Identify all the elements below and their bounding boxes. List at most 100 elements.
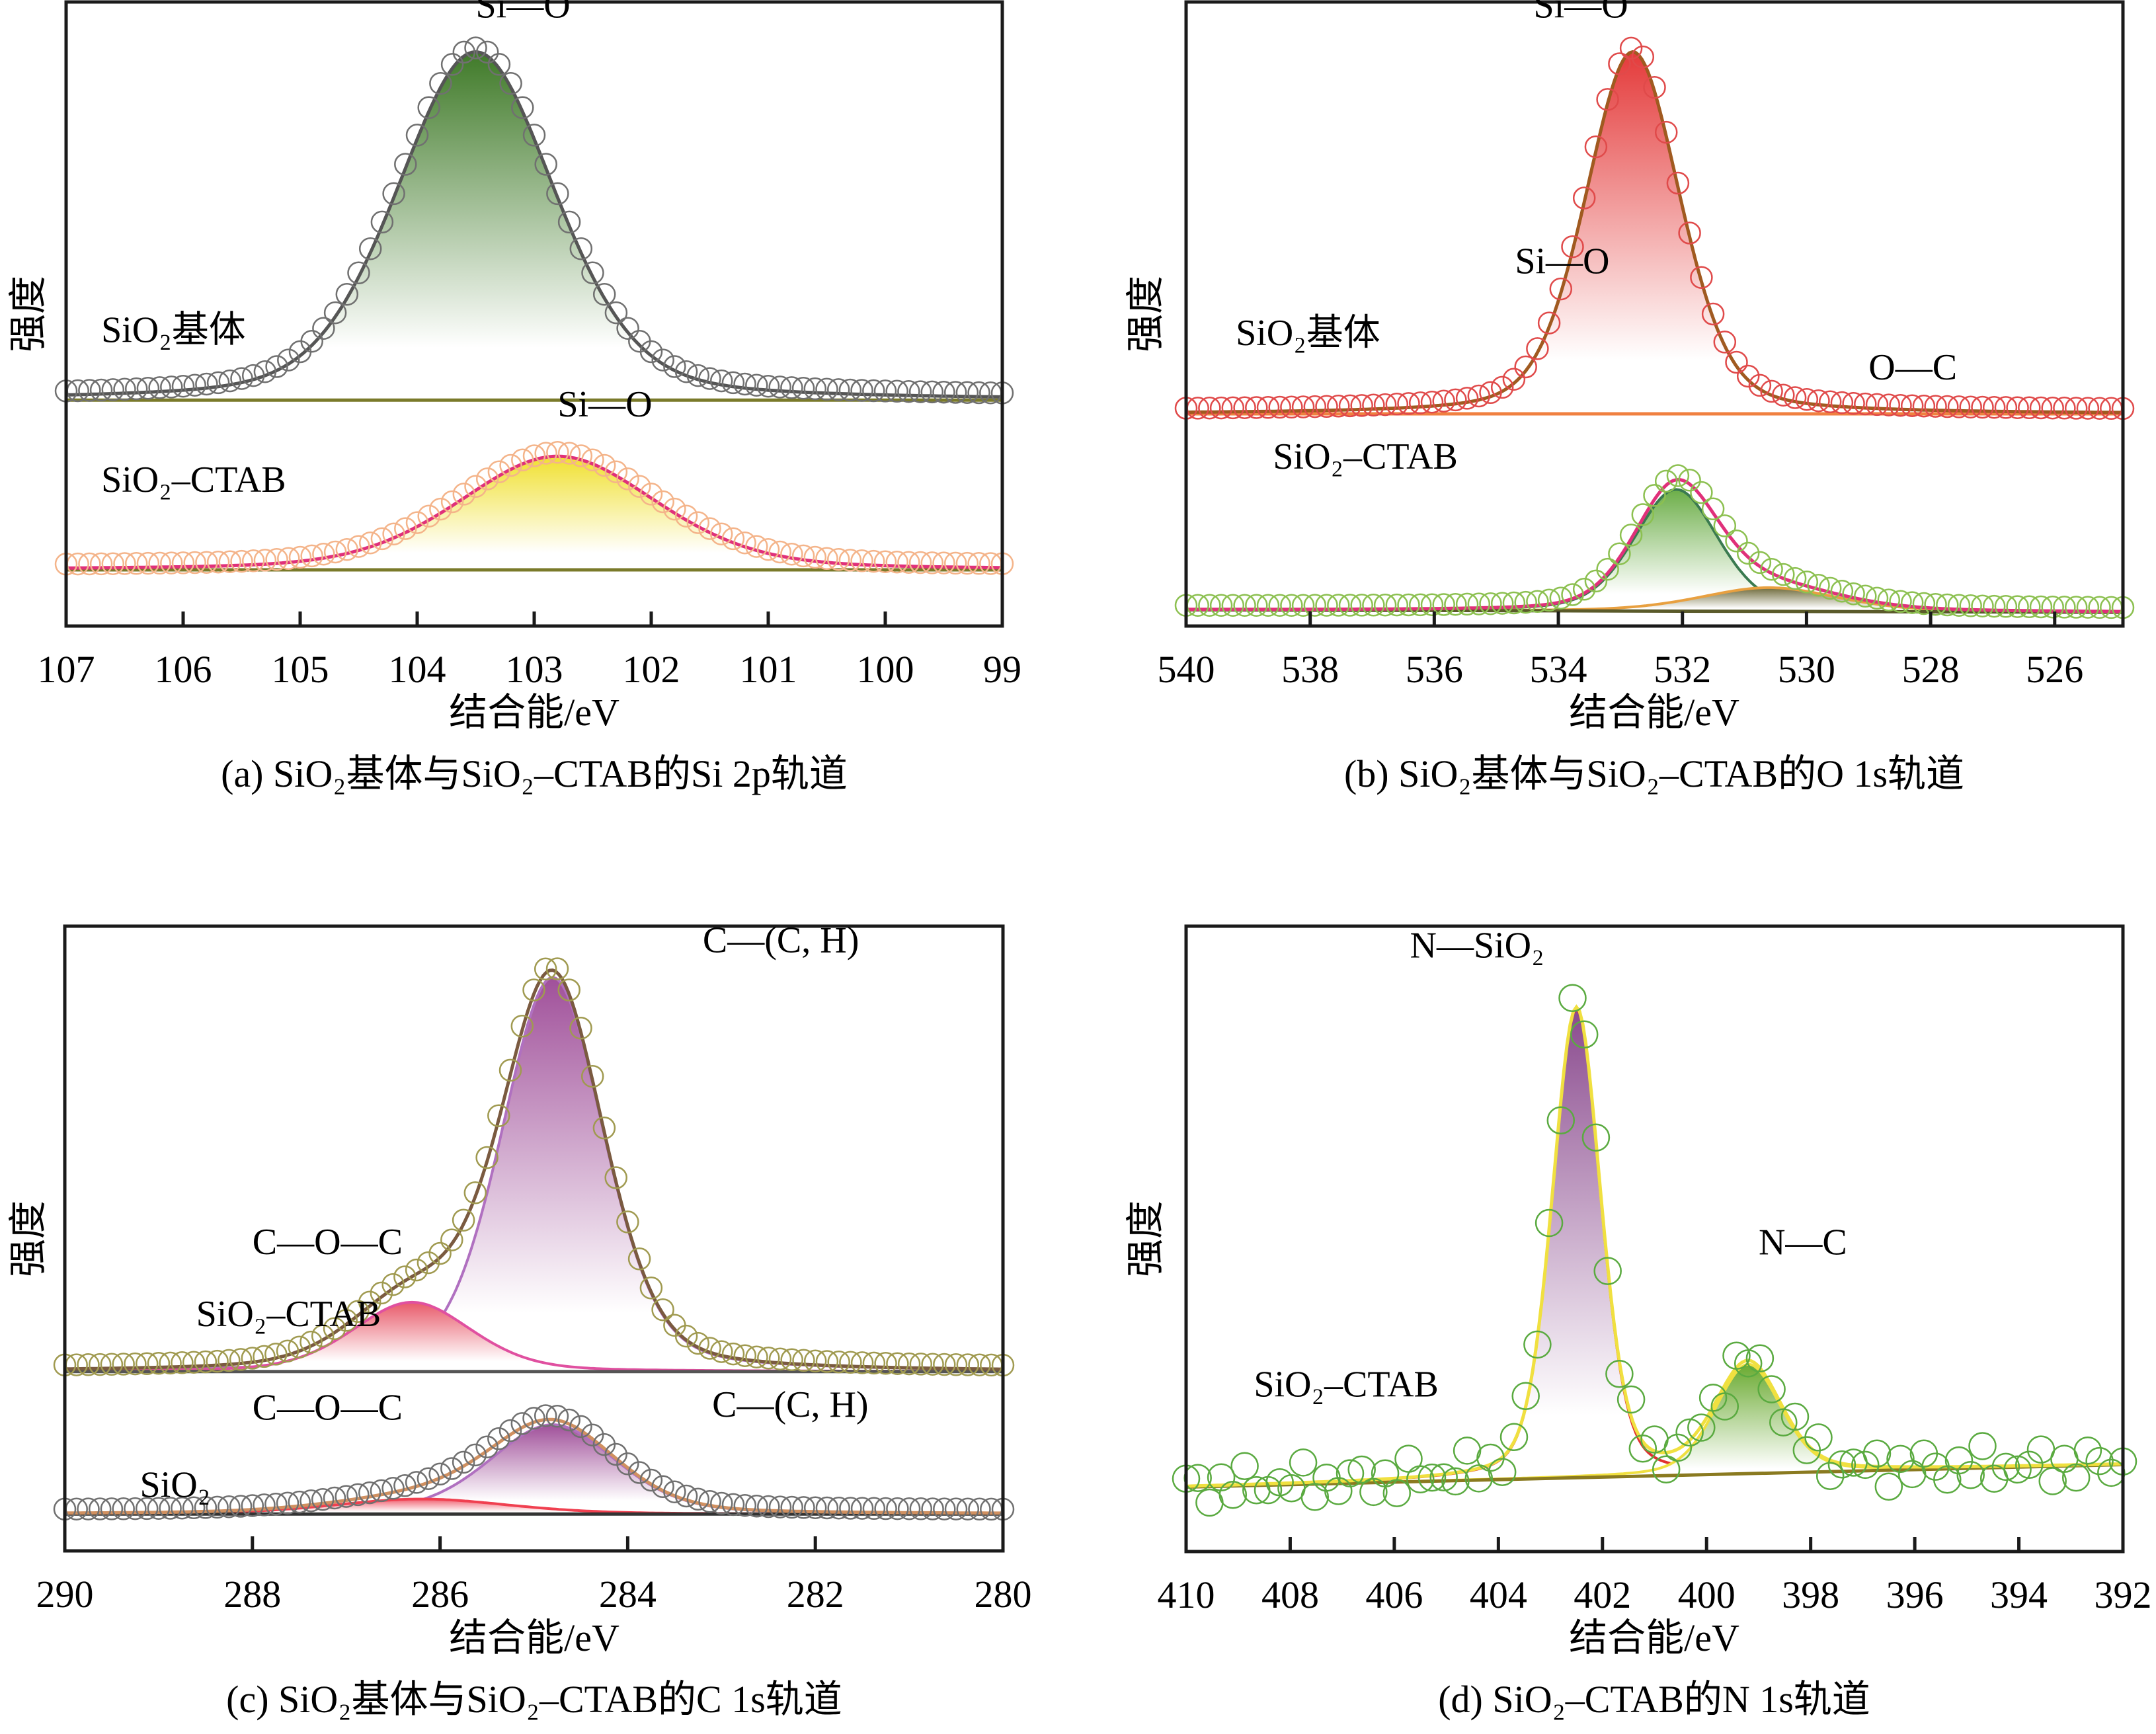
data-point xyxy=(1268,594,1291,617)
data-point xyxy=(1675,1418,1704,1447)
data-point xyxy=(557,1408,580,1432)
data-point xyxy=(1209,594,1233,617)
annotation-label: O—C xyxy=(1868,347,1957,388)
data-point xyxy=(1455,592,1479,616)
x-tick-label: 99 xyxy=(983,648,1021,691)
x-tick-label: 107 xyxy=(38,648,95,691)
data-point xyxy=(980,1497,1003,1521)
data-point xyxy=(756,374,780,398)
data-point xyxy=(124,552,148,575)
data-point xyxy=(1546,1106,1576,1135)
data-point xyxy=(757,1495,780,1518)
data-point xyxy=(381,1477,405,1500)
data-point xyxy=(2064,596,2088,619)
data-point xyxy=(639,1468,663,1492)
data-point xyxy=(745,1345,768,1368)
panel-d-plot xyxy=(1172,984,2137,1517)
data-point xyxy=(1441,1467,1470,1496)
data-point xyxy=(956,1353,980,1376)
data-point xyxy=(1198,396,1221,420)
data-point xyxy=(1886,1444,1915,1474)
annotation-label: C—O—C xyxy=(253,1388,403,1429)
data-point xyxy=(452,483,476,506)
data-point xyxy=(1350,594,1373,617)
x-tick-label: 406 xyxy=(1365,1573,1423,1616)
data-point xyxy=(335,1485,358,1508)
data-point xyxy=(663,1480,686,1503)
data-point xyxy=(944,1353,968,1376)
annotation-label: Si—O xyxy=(557,384,652,425)
data-point xyxy=(2029,595,2053,619)
data-point xyxy=(1725,530,1748,553)
data-point xyxy=(826,378,850,401)
data-point xyxy=(1198,594,1221,617)
data-point xyxy=(1570,1020,1599,1049)
data-point xyxy=(511,96,534,120)
data-point xyxy=(1889,393,1912,417)
panel-c-frame xyxy=(63,924,1005,1553)
fit-envelope-line xyxy=(65,1417,1003,1515)
x-tick-label: 105 xyxy=(272,648,329,691)
data-point xyxy=(171,1496,194,1520)
data-point xyxy=(1936,593,1959,617)
x-tick-label: 408 xyxy=(1261,1573,1319,1616)
data-point xyxy=(1561,583,1584,606)
data-point xyxy=(452,1208,475,1232)
data-point xyxy=(1233,396,1256,419)
data-point xyxy=(581,448,604,472)
data-point xyxy=(147,1497,171,1520)
data-point xyxy=(1816,1462,1845,1490)
data-point xyxy=(733,372,756,396)
data-point xyxy=(347,261,370,285)
data-point xyxy=(1537,311,1561,335)
data-point xyxy=(1617,1385,1646,1414)
x-tick-label: 532 xyxy=(1654,648,1711,691)
data-point xyxy=(358,237,382,260)
data-point xyxy=(967,552,990,575)
data-point xyxy=(429,497,452,521)
data-point xyxy=(1303,594,1327,617)
data-point xyxy=(580,1423,604,1446)
data-point xyxy=(77,1353,100,1376)
annotation-label: C—(C, H) xyxy=(703,920,859,961)
data-point xyxy=(1406,1465,1435,1493)
data-point xyxy=(1420,593,1444,616)
data-point xyxy=(1854,584,1877,608)
data-point xyxy=(464,475,487,498)
data-point xyxy=(1467,592,1491,615)
data-point xyxy=(206,1349,229,1373)
data-point xyxy=(1854,392,1877,416)
panel-a-x-axis-label: 结合能/eV xyxy=(449,691,619,734)
data-point xyxy=(113,377,136,401)
data-point xyxy=(89,552,113,576)
data-point xyxy=(300,329,323,353)
data-point xyxy=(136,551,160,575)
data-point xyxy=(288,1335,311,1359)
data-point xyxy=(1444,592,1467,616)
data-point xyxy=(933,1497,956,1520)
data-point xyxy=(1233,594,1256,617)
data-point xyxy=(1924,395,1947,418)
fit-envelope-line xyxy=(65,454,1002,570)
data-point xyxy=(1408,593,1432,617)
data-point xyxy=(885,379,908,403)
data-point xyxy=(932,551,955,574)
data-point xyxy=(1842,391,1865,415)
data-point xyxy=(1619,36,1643,60)
data-point xyxy=(2038,1467,2067,1495)
data-point xyxy=(2041,595,2064,619)
data-point xyxy=(265,355,288,378)
data-point xyxy=(1572,578,1596,601)
data-point xyxy=(1862,1439,1892,1468)
data-point xyxy=(100,1497,124,1520)
data-point xyxy=(933,1353,956,1376)
data-point xyxy=(709,369,733,393)
data-point xyxy=(1397,392,1420,415)
data-point xyxy=(335,537,359,561)
data-point xyxy=(733,531,756,555)
data-point xyxy=(1514,590,1537,614)
data-point xyxy=(2006,595,2029,618)
data-point xyxy=(1561,235,1584,258)
data-point xyxy=(1994,595,2018,618)
data-point xyxy=(1558,984,1587,1012)
